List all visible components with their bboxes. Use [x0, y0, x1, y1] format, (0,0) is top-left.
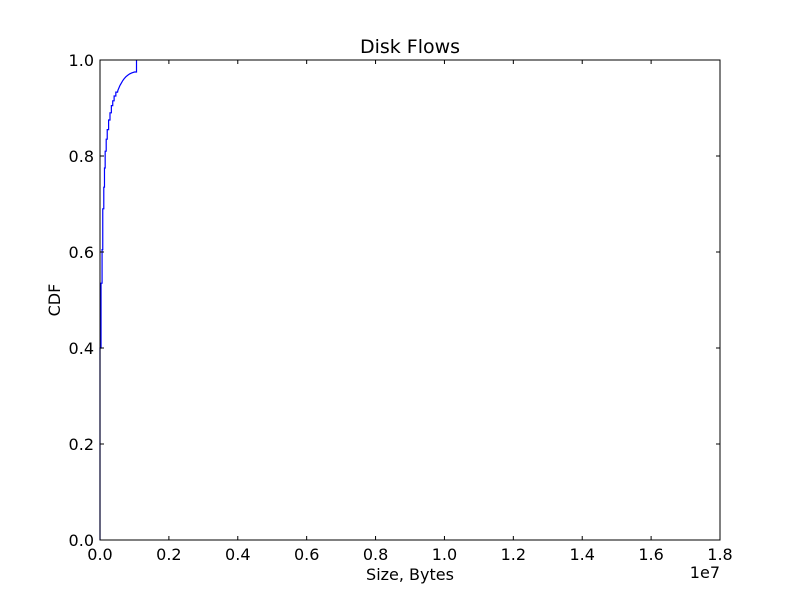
y-tick-label: 0.0 [69, 531, 94, 550]
y-tick-label: 0.2 [69, 435, 94, 454]
x-tick-label: 0.0 [87, 545, 112, 564]
y-tick-label: 1.0 [69, 51, 94, 70]
series-layer [99, 60, 138, 540]
y-axis-label: CDF [45, 284, 64, 317]
y-tick-label: 0.4 [69, 339, 94, 358]
y-tick-label: 0.8 [69, 147, 94, 166]
cdf-series-line [99, 60, 138, 540]
x-tick-label: 0.8 [363, 545, 388, 564]
y-tick-label: 0.6 [69, 243, 94, 262]
x-tick-label: 1.0 [432, 545, 457, 564]
x-tick-label: 0.2 [156, 545, 181, 564]
x-axis-label: Size, Bytes [366, 565, 454, 584]
chart-title: Disk Flows [360, 36, 460, 58]
x-tick-label: 0.4 [225, 545, 250, 564]
plot-frame [99, 59, 721, 541]
x-tick-label: 1.4 [569, 545, 594, 564]
x-tick-label: 1.6 [638, 545, 663, 564]
x-tick-label: 1.2 [501, 545, 526, 564]
x-axis-offset-label: 1e7 [690, 563, 720, 582]
y-axis-ticks: 0.0 0.2 0.4 0.6 0.8 1.0 [69, 51, 720, 550]
x-axis-ticks: 0.0 0.2 0.4 0.6 0.8 1.0 1.2 1.4 1.6 1.8 [87, 60, 733, 564]
x-tick-label: 0.6 [294, 545, 319, 564]
x-tick-label: 1.8 [707, 545, 732, 564]
